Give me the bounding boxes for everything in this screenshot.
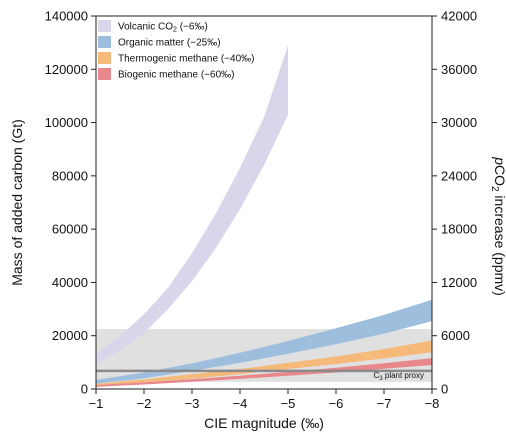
legend-label: Organic matter (−25‰) (118, 38, 221, 49)
x-tick-label: −5 (281, 396, 296, 411)
y-axis-label: Mass of added carbon (Gt) (9, 119, 25, 286)
x-tick-label: −4 (233, 396, 248, 411)
legend-label: Biogenic methane (−60‰) (118, 70, 234, 81)
reference-band-label: C3 plant proxy (374, 371, 424, 382)
legend-swatch (98, 52, 111, 64)
y2-tick-label: 18000 (441, 222, 477, 237)
y-tick-label: 40000 (52, 275, 88, 290)
ticks: −1 −2 −3 −4 −5 −6 −7 −8020000400006000080000100… (45, 9, 478, 412)
y-tick-label: 80000 (52, 168, 88, 183)
legend-swatch (98, 36, 111, 48)
y-tick-label: 140000 (45, 9, 88, 24)
y2-tick-label: 6000 (441, 328, 470, 343)
y-tick-label: 100000 (45, 115, 88, 130)
legend-swatch (98, 68, 111, 80)
axes (95, 15, 433, 390)
y-tick-label: 120000 (45, 62, 88, 77)
y2-tick-label: 24000 (441, 168, 477, 183)
series-areas (96, 45, 432, 387)
x-tick-label: −3 (185, 396, 200, 411)
y2-tick-label: 12000 (441, 275, 477, 290)
legend-label: Thermogenic methane (−40‰) (118, 54, 254, 65)
legend-swatch (98, 20, 111, 32)
x-tick-label: −8 (425, 396, 440, 411)
y2-tick-label: 36000 (441, 62, 477, 77)
x-axis-label: CIE magnitude (‰) (204, 415, 324, 431)
y-tick-label: 60000 (52, 222, 88, 237)
series-area-3 (96, 340, 432, 386)
y2-axis-label: pCO2 increase (ppmv) (489, 156, 506, 296)
series-area-4 (96, 358, 432, 387)
x-tick-label: −6 (329, 396, 344, 411)
series-area-1 (96, 45, 288, 364)
x-tick-label: −1 (89, 396, 104, 411)
legend: Volcanic CO2 (−6‰) Organic matter (−25‰) T… (98, 20, 254, 81)
y-tick-label: 0 (81, 382, 88, 397)
plot-frame (95, 15, 433, 390)
y-tick-label: 20000 (52, 328, 88, 343)
x-tick-label: −2 (137, 396, 152, 411)
y2-tick-label: 0 (441, 382, 448, 397)
series-area-2 (96, 299, 432, 384)
y2-tick-label: 42000 (441, 9, 477, 24)
x-tick-label: −7 (377, 396, 392, 411)
y2-tick-label: 30000 (441, 115, 477, 130)
legend-label: Volcanic CO2 (−6‰) (118, 22, 208, 34)
